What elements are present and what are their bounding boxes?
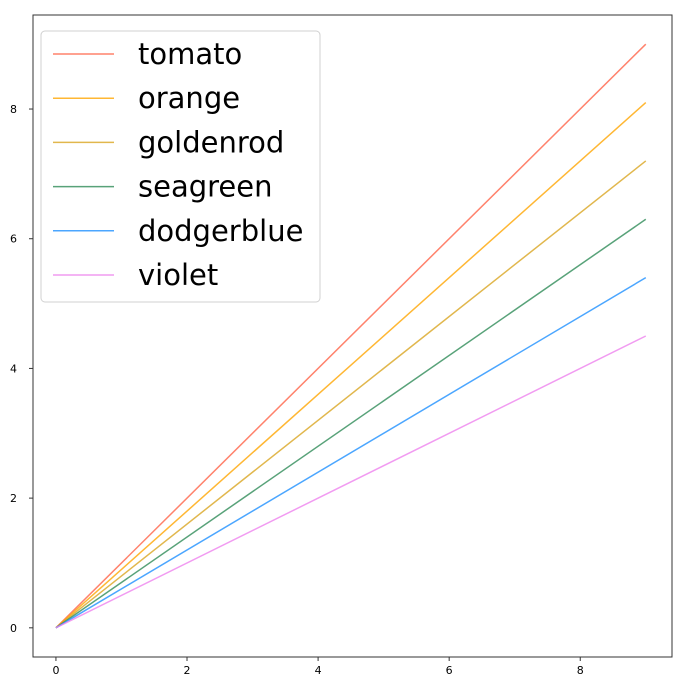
legend-item-tomato: tomato: [53, 37, 242, 71]
y-tick-label: 8: [10, 103, 17, 116]
legend-item-goldenrod: goldenrod: [53, 125, 284, 159]
legend-item-orange: orange: [53, 81, 240, 115]
x-tick-label: 8: [577, 664, 584, 677]
legend-label-seagreen: seagreen: [138, 170, 272, 204]
axes-frame: [32, 14, 673, 658]
legend-item-dodgerblue: dodgerblue: [53, 214, 303, 248]
y-tick-label: 4: [10, 362, 17, 375]
series-line-tomato: [55, 43, 647, 629]
series-line-goldenrod: [55, 160, 647, 629]
series-layer: [55, 43, 647, 629]
series-line-orange: [55, 101, 647, 629]
legend-label-orange: orange: [138, 81, 240, 115]
legend-label-violet: violet: [138, 258, 218, 292]
x-axis: 0 2 4 6 8: [52, 657, 584, 677]
y-axis: 0 2 4 6 8: [10, 103, 33, 635]
series-line-violet: [55, 335, 647, 629]
legend-item-seagreen: seagreen: [53, 170, 272, 204]
legend: tomato orange goldenrod seagreen dodgerblue v…: [40, 30, 321, 303]
x-tick-label: 4: [315, 664, 322, 677]
legend-label-tomato: tomato: [138, 37, 242, 71]
legend-label-dodgerblue: dodgerblue: [138, 214, 303, 248]
series-line-dodgerblue: [55, 276, 647, 629]
y-tick-label: 6: [10, 233, 17, 246]
legend-item-violet: violet: [53, 258, 218, 292]
x-tick-label: 6: [446, 664, 453, 677]
x-tick-label: 0: [52, 664, 59, 677]
legend-label-goldenrod: goldenrod: [138, 125, 284, 159]
y-tick-label: 0: [10, 622, 17, 635]
series-line-seagreen: [55, 218, 647, 629]
y-tick-label: 2: [10, 492, 17, 505]
x-tick-label: 2: [184, 664, 191, 677]
